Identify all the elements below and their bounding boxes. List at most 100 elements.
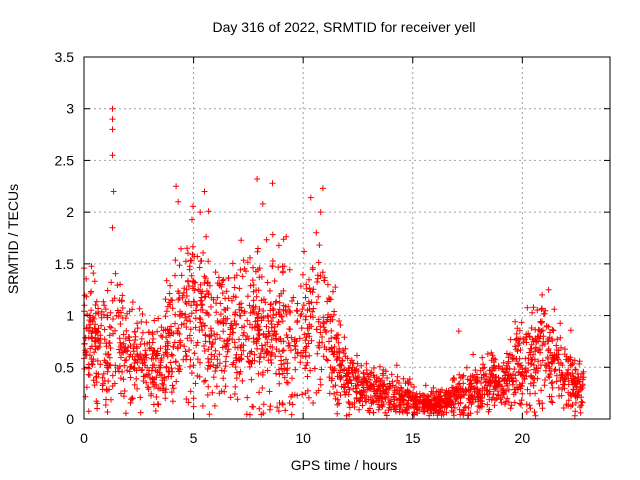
data-point: [263, 350, 270, 357]
data-point: [212, 347, 219, 354]
data-point: [118, 342, 125, 348]
data-point: [162, 343, 169, 350]
data-point: [383, 412, 390, 419]
data-point: [353, 366, 360, 373]
data-point: [104, 314, 111, 321]
y-tick-label: 1.5: [55, 256, 75, 272]
data-point: [543, 323, 550, 330]
data-point: [212, 336, 219, 343]
data-point: [262, 299, 269, 306]
data-point: [305, 330, 312, 337]
data-point: [430, 404, 437, 411]
data-point: [314, 350, 321, 357]
data-point: [580, 368, 587, 375]
data-point: [307, 194, 314, 201]
data-point: [545, 346, 552, 352]
data-point: [155, 401, 162, 408]
data-point: [120, 331, 127, 338]
data-point: [228, 320, 234, 327]
data-point: [116, 368, 122, 375]
data-point: [233, 375, 240, 382]
data-point: [535, 358, 542, 365]
data-point: [467, 386, 474, 393]
data-point: [258, 411, 265, 418]
data-point: [188, 310, 195, 317]
data-point: [174, 344, 181, 351]
data-point: [323, 329, 329, 336]
data-point: [122, 315, 129, 322]
data-point: [139, 329, 146, 336]
data-point: [326, 296, 333, 303]
data-point: [320, 353, 327, 360]
data-point: [326, 338, 332, 345]
data-point: [194, 356, 201, 363]
data-point: [98, 308, 105, 315]
data-point: [137, 341, 144, 348]
data-point: [468, 383, 475, 390]
data-point: [263, 236, 270, 243]
data-point: [259, 200, 266, 207]
data-point: [173, 183, 180, 190]
data-point: [414, 410, 421, 417]
data-point: [208, 344, 215, 350]
data-point: [267, 343, 274, 350]
data-point: [522, 365, 529, 372]
data-point: [532, 390, 539, 397]
data-point: [124, 310, 131, 317]
data-point: [140, 354, 147, 361]
data-point: [275, 318, 282, 325]
data-point: [320, 319, 327, 326]
data-point: [129, 353, 136, 360]
data-point: [91, 278, 98, 285]
data-point: [519, 380, 526, 387]
data-point: [292, 343, 299, 350]
data-point: [123, 357, 130, 364]
data-point: [196, 327, 203, 334]
data-point: [351, 399, 358, 406]
data-point: [241, 310, 248, 316]
data-point: [431, 394, 438, 401]
data-point: [377, 378, 384, 385]
data-point: [162, 395, 169, 402]
data-point: [157, 372, 164, 379]
data-point: [319, 269, 326, 276]
data-point: [353, 388, 359, 395]
data-point: [97, 361, 104, 368]
data-point: [104, 368, 111, 375]
data-point: [490, 359, 497, 365]
data-point: [248, 376, 255, 383]
data-point: [264, 279, 271, 286]
data-point: [138, 318, 145, 325]
data-point: [160, 382, 167, 388]
data-point: [120, 393, 127, 400]
data-point: [551, 306, 558, 313]
data-point: [367, 405, 373, 412]
data-point: [334, 401, 341, 408]
data-point: [315, 259, 322, 266]
data-point: [233, 369, 240, 376]
data-point: [306, 321, 313, 328]
data-point: [122, 344, 129, 351]
data-point: [206, 332, 213, 339]
data-point: [317, 323, 324, 330]
data-point: [340, 381, 347, 388]
data-point: [144, 364, 151, 371]
data-point: [576, 360, 583, 367]
data-point: [317, 381, 324, 388]
data-point: [310, 400, 317, 406]
data-point: [555, 384, 562, 391]
data-point: [250, 297, 257, 304]
data-point: [412, 393, 419, 400]
data-point: [151, 383, 158, 390]
data-point: [569, 361, 576, 368]
data-point: [247, 321, 253, 328]
data-point: [504, 395, 511, 402]
data-point: [518, 319, 525, 326]
data-point: [249, 277, 256, 284]
data-point: [545, 286, 552, 293]
data-point: [433, 388, 440, 395]
data-point: [500, 359, 507, 366]
data-point: [214, 280, 221, 286]
data-point: [491, 402, 498, 409]
data-point: [287, 309, 294, 316]
